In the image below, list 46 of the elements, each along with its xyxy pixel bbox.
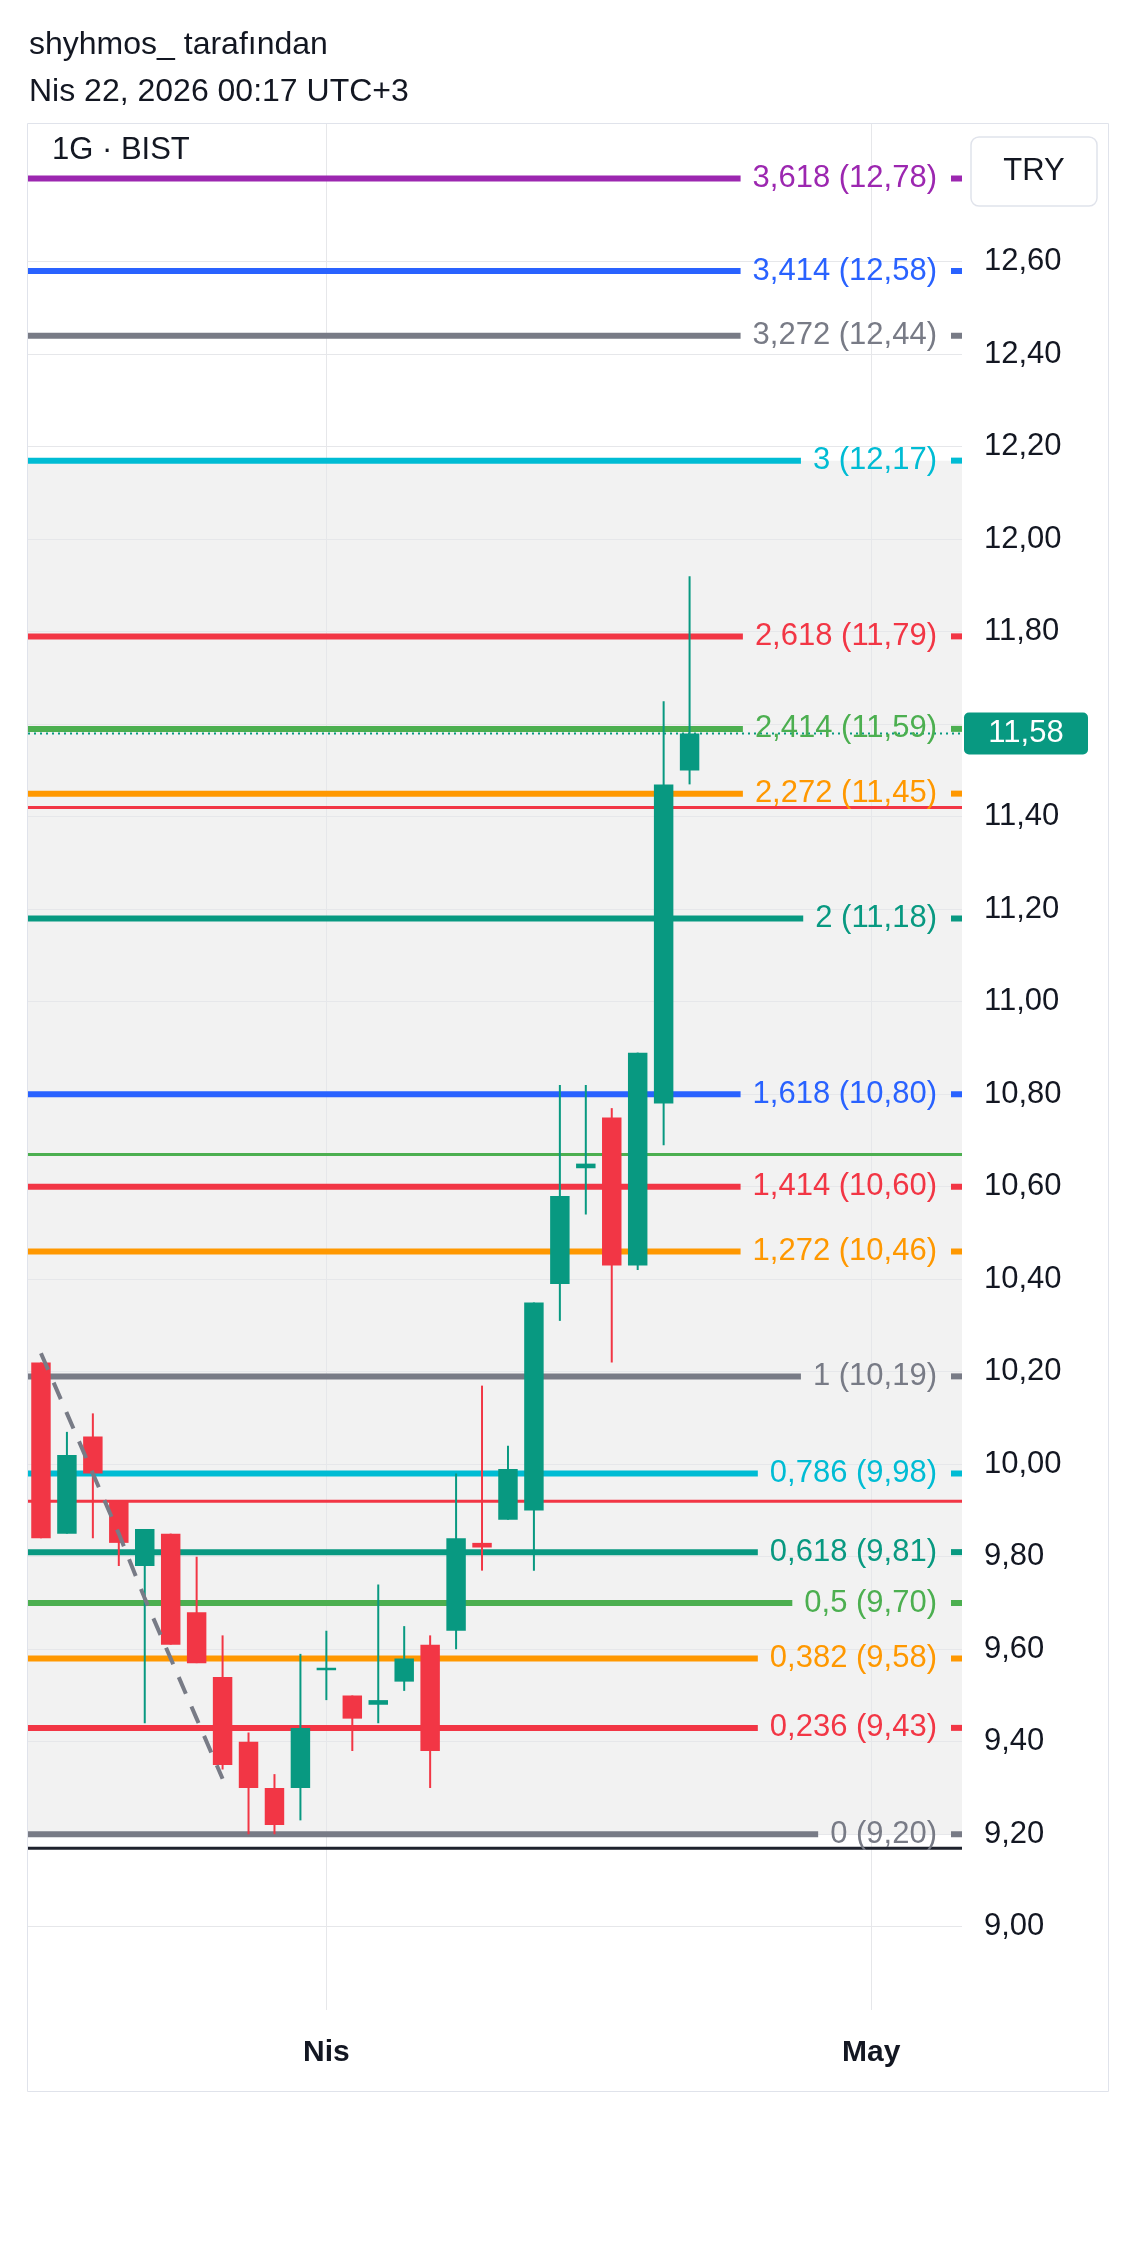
text: shyhmos_ tarafından [29, 24, 329, 63]
y-tick-label: 9,40 [984, 1722, 1045, 1758]
y-tick-label: 9,00 [984, 1907, 1045, 1943]
ref-line-label: 1,618 (10,80) [752, 1074, 937, 1110]
y-tick-label: 12,60 [984, 242, 1062, 278]
chart-title: 1G · BIST [52, 131, 190, 167]
x-tick-label: May [842, 2034, 901, 2068]
y-tick-label: 9,60 [984, 1629, 1045, 1665]
ref-line-label: 2 (11,18) [815, 899, 937, 935]
ref-line-label: 0,382 (9,58) [769, 1639, 937, 1675]
ref-line-label: 0,786 (9,98) [769, 1454, 937, 1490]
ref-line-label: 1,272 (10,46) [752, 1232, 937, 1268]
y-tick-label: 11,20 [984, 889, 1060, 925]
ref-line-label: 3,272 (12,44) [752, 316, 937, 352]
ref-line-label: 0 (9,20) [830, 1814, 937, 1850]
ref-line-label: 11,58 [988, 714, 1064, 750]
y-tick-label: 10,40 [984, 1259, 1062, 1295]
ref-line-label: 2,272 (11,45) [754, 774, 937, 810]
ref-line-label: 3,414 (12,58) [752, 251, 937, 287]
ref-line-label: 0,5 (9,70) [804, 1583, 937, 1619]
y-tick-label: 9,20 [984, 1814, 1045, 1850]
candlestick [394, 1625, 414, 1692]
ref-line-label: 3,618 (12,78) [752, 159, 937, 195]
ref-line-label: 2,414 (11,59) [754, 709, 937, 745]
y-tick-label: 10,00 [984, 1444, 1062, 1480]
x-tick-label: Nis [303, 2034, 350, 2068]
y-axis-title: TRY [1003, 152, 1065, 188]
y-tick-label: 11,00 [984, 982, 1060, 1018]
y-tick-label: 10,60 [984, 1167, 1062, 1203]
ref-line-label: 0,618 (9,81) [769, 1532, 937, 1568]
y-tick-label: 11,40 [984, 797, 1060, 833]
text: Nis 22, 2026 00:17 UTC+3 [29, 71, 410, 110]
y-tick-label: 10,80 [984, 1074, 1062, 1110]
y-tick-label: 12,00 [984, 519, 1062, 555]
y-tick-label: 12,20 [984, 427, 1062, 463]
y-tick-label: 9,80 [984, 1537, 1045, 1573]
y-tick-label: 12,40 [984, 334, 1062, 370]
ref-line-label: 2,618 (11,79) [754, 616, 937, 652]
ref-line-label: 1 (10,19) [812, 1356, 937, 1392]
ref-line-label: 0,236 (9,43) [769, 1708, 937, 1744]
ref-line-label: 3 (12,17) [812, 441, 937, 477]
ref-line-label: 1,414 (10,60) [752, 1167, 937, 1203]
y-tick-label: 11,80 [984, 612, 1060, 648]
y-tick-label: 10,20 [984, 1352, 1062, 1388]
line-series [38, 1351, 225, 1781]
candlestick [368, 1583, 388, 1725]
